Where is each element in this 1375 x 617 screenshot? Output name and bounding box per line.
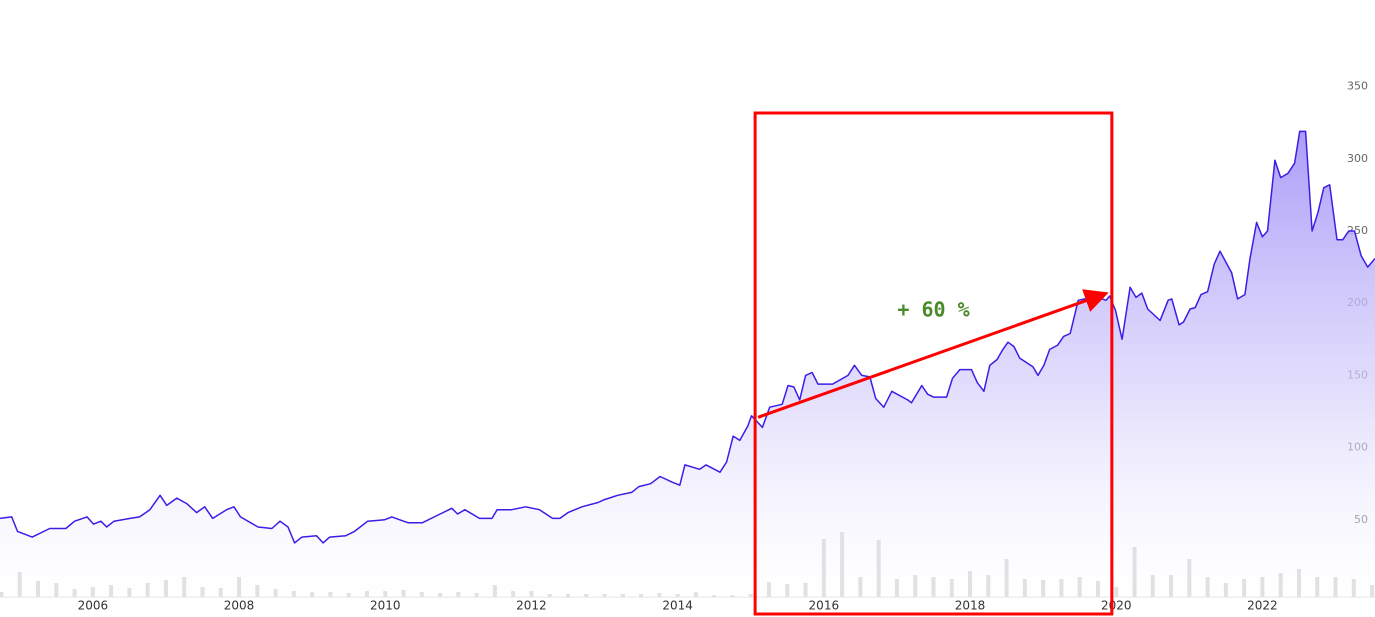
- x-tick-label: 2022: [1247, 599, 1278, 613]
- y-tick-label: 300: [1347, 152, 1368, 165]
- trend-arrow: [757, 289, 1109, 419]
- x-tick-label: 2014: [662, 599, 693, 613]
- x-tick-label: 2016: [809, 599, 840, 613]
- x-tick-label: 2008: [224, 599, 255, 613]
- trend-label: + 60 %: [897, 297, 969, 321]
- x-tick-label: 2020: [1101, 599, 1132, 613]
- x-tick-label: 2018: [955, 599, 986, 613]
- x-tick-label: 2010: [370, 599, 401, 613]
- x-tick-label: 2012: [516, 599, 547, 613]
- x-tick-label: 2006: [78, 599, 109, 613]
- price-line: [0, 130, 1375, 544]
- y-tick-label: 350: [1347, 80, 1368, 93]
- highlight-box: [753, 111, 1114, 616]
- price-area: [0, 131, 1375, 597]
